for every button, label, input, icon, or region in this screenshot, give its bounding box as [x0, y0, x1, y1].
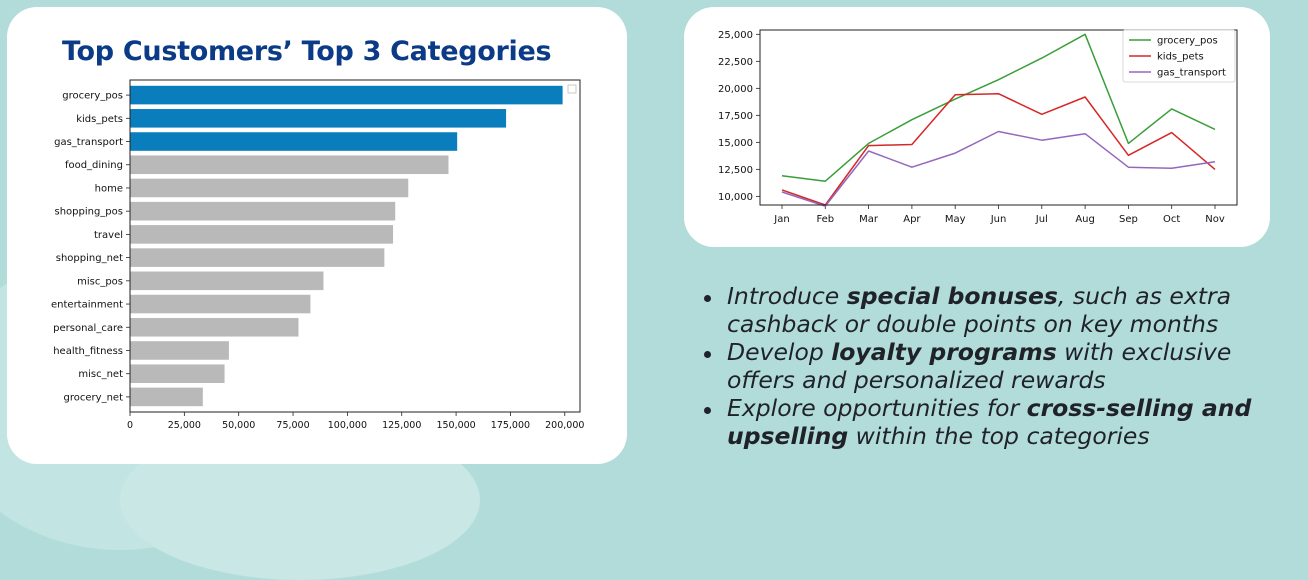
- bar: [130, 201, 396, 221]
- bar: [130, 248, 385, 267]
- y-tick-label: 20,000: [718, 84, 753, 95]
- y-tick-label: misc_net: [78, 369, 123, 380]
- bar: [130, 341, 229, 360]
- x-tick-label: Jan: [773, 214, 789, 225]
- bullet-highlight: loyalty programs: [831, 338, 1057, 366]
- y-tick-label: 22,500: [718, 57, 753, 68]
- bar: [130, 387, 203, 407]
- x-tick-label: 175,000: [491, 420, 530, 431]
- y-tick-label: 17,500: [718, 111, 753, 122]
- y-tick-label: health_fitness: [53, 346, 123, 357]
- recommendation-item: Explore opportunities for cross-selling …: [700, 394, 1305, 450]
- bar: [130, 132, 458, 151]
- recommendation-item: Develop loyalty programs with exclusive …: [700, 338, 1305, 394]
- line-chart: 10,000 12,500 15,000 17,500 20,000 22,500 25,0…: [718, 29, 1238, 225]
- series-line-kids_pets: [781, 92, 1216, 206]
- y-tick-label: shopping_pos: [54, 207, 123, 218]
- series-line-gas_transport: [781, 130, 1216, 207]
- x-tick-label: Mar: [859, 214, 879, 225]
- x-tick-label: Nov: [1205, 214, 1225, 225]
- recommendation-list: Introduce special bonuses, such as extra…: [700, 282, 1305, 450]
- y-tick-label: grocery_pos: [62, 91, 123, 102]
- x-tick-label: Sep: [1119, 214, 1138, 225]
- x-tick-label: Aug: [1075, 214, 1095, 225]
- bullet-text: with exclusive offers and personalized r…: [727, 338, 1232, 394]
- y-tick-label: 15,000: [718, 138, 753, 149]
- y-tick-label: home: [95, 183, 123, 194]
- y-tick-label: 10,000: [718, 192, 753, 203]
- x-tick-label: Jun: [990, 214, 1007, 225]
- y-tick-label: personal_care: [53, 323, 123, 334]
- bullet-text: Explore opportunities for: [727, 394, 1027, 422]
- x-tick-label: 25,000: [168, 420, 201, 431]
- x-tick-label: 100,000: [328, 420, 367, 431]
- x-tick-label: Oct: [1163, 214, 1180, 225]
- bullet-text: Develop: [727, 338, 832, 366]
- x-tick-label: 150,000: [436, 420, 475, 431]
- y-tick-label: 12,500: [718, 165, 753, 176]
- legend-box: [567, 84, 577, 94]
- bar: [130, 294, 311, 314]
- x-tick-label: 125,000: [382, 420, 421, 431]
- y-tick-label: kids_pets: [76, 114, 123, 125]
- legend-label: gas_transport: [1157, 68, 1226, 79]
- bar: [130, 317, 299, 337]
- bar: [130, 85, 563, 105]
- x-tick-label: 50,000: [222, 420, 255, 431]
- bullet-text: , such as extra cashback or double point…: [727, 282, 1232, 338]
- bullet-text: Introduce: [727, 282, 847, 310]
- x-tick-label: 0: [127, 420, 133, 431]
- bullet-highlight: cross-selling and upselling: [727, 394, 1252, 450]
- y-tick-label: grocery_net: [64, 392, 124, 403]
- bullet-text: within the top categories: [848, 422, 1150, 450]
- bullet-highlight: special bonuses: [846, 282, 1058, 310]
- y-tick-label: entertainment: [51, 300, 123, 311]
- bar: [130, 364, 225, 383]
- bar: [130, 225, 394, 244]
- x-tick-label: Jul: [1035, 214, 1048, 225]
- bar-chart: grocery_pos kids_pets gas_transport food_di…: [51, 79, 584, 431]
- bar: [130, 155, 449, 175]
- x-tick-label: May: [945, 214, 966, 225]
- plot-frame: [759, 29, 1238, 206]
- y-tick-label: 25,000: [718, 30, 753, 41]
- y-tick-label: gas_transport: [54, 137, 123, 148]
- x-tick-label: Apr: [903, 214, 921, 225]
- legend-label: grocery_pos: [1157, 36, 1218, 47]
- x-tick-label: Feb: [816, 214, 834, 225]
- bar: [130, 178, 409, 198]
- plot-frame: [129, 79, 581, 413]
- bar-chart-title: Top Customers’ Top 3 Categories: [62, 36, 552, 67]
- y-tick-label: shopping_net: [56, 253, 123, 264]
- x-tick-label: 200,000: [545, 420, 584, 431]
- series-line-grocery_pos: [781, 33, 1216, 182]
- legend-label: kids_pets: [1157, 52, 1204, 63]
- recommendation-item: Introduce special bonuses, such as extra…: [700, 282, 1305, 338]
- y-tick-label: food_dining: [65, 160, 123, 171]
- bar: [130, 271, 324, 291]
- y-tick-label: misc_pos: [77, 276, 123, 287]
- bar: [130, 109, 507, 128]
- x-tick-label: 75,000: [276, 420, 309, 431]
- y-tick-label: travel: [94, 230, 123, 241]
- legend-box: [1122, 29, 1236, 83]
